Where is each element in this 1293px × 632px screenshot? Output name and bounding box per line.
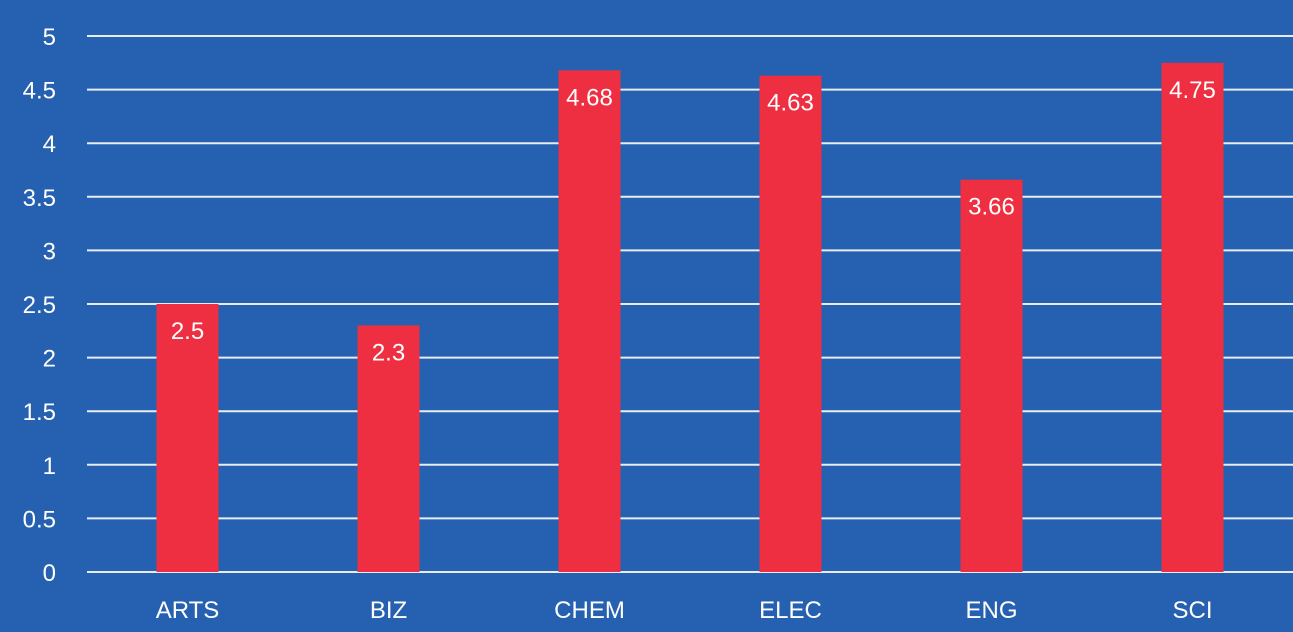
y-tick-label: 3 bbox=[43, 238, 56, 265]
x-axis-ticks: ARTS BIZ CHEM ELEC ENG SCI bbox=[156, 597, 1213, 624]
y-tick-label: 4.5 bbox=[23, 78, 56, 105]
bars bbox=[156, 62, 1224, 573]
x-tick-label: ELEC bbox=[759, 597, 822, 624]
y-axis-ticks: 0 0.5 1 1.5 2 2.5 3 3.5 4 4.5 5 bbox=[23, 24, 56, 587]
y-tick-label: 2 bbox=[43, 346, 56, 373]
y-tick-label: 5 bbox=[43, 24, 56, 51]
x-tick-label: BIZ bbox=[370, 597, 407, 624]
x-tick-label: CHEM bbox=[554, 597, 625, 624]
bar-arts bbox=[156, 304, 219, 572]
bar-eng bbox=[960, 179, 1023, 572]
y-tick-label: 4 bbox=[43, 131, 56, 158]
data-label: 4.75 bbox=[1169, 77, 1216, 104]
bar-biz bbox=[357, 325, 420, 572]
data-label: 4.68 bbox=[566, 84, 613, 111]
y-tick-label: 0.5 bbox=[23, 506, 56, 533]
x-tick-label: SCI bbox=[1172, 597, 1212, 624]
gridlines bbox=[87, 35, 1293, 573]
y-tick-label: 2.5 bbox=[23, 292, 56, 319]
data-label: 3.66 bbox=[968, 194, 1015, 221]
x-tick-label: ENG bbox=[965, 597, 1017, 624]
bar-elec bbox=[759, 75, 822, 572]
x-tick-label: ARTS bbox=[156, 597, 220, 624]
y-tick-label: 0 bbox=[43, 560, 56, 587]
y-tick-label: 1.5 bbox=[23, 399, 56, 426]
y-tick-label: 1 bbox=[43, 453, 56, 480]
bar-chem bbox=[558, 70, 621, 572]
data-label: 2.5 bbox=[171, 318, 204, 345]
data-labels: 2.5 2.3 4.68 4.63 3.66 4.75 bbox=[171, 77, 1216, 367]
data-label: 4.63 bbox=[767, 90, 814, 117]
data-label: 2.3 bbox=[372, 339, 405, 366]
bar-sci bbox=[1161, 62, 1224, 573]
y-tick-label: 3.5 bbox=[23, 185, 56, 212]
